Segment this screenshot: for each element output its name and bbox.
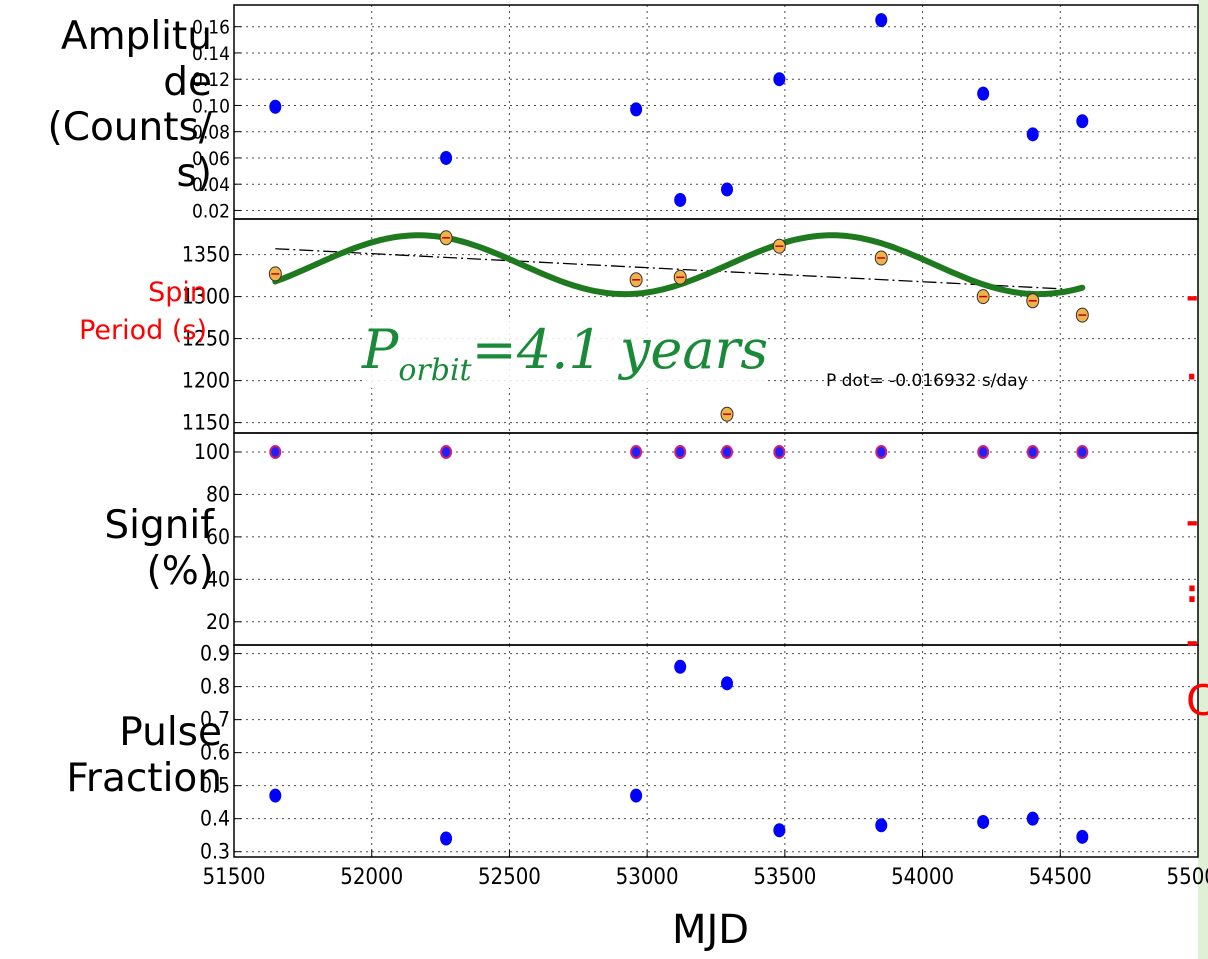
orbit-period-annotation: Porbit=4.1 years — [362, 318, 769, 388]
amplitude-label-line3: (Counts/ — [47, 105, 213, 151]
y-tick-label: 0.3 — [200, 840, 230, 864]
y-tick-label: 0.06 — [192, 148, 230, 170]
panel-frame — [233, 4, 1199, 220]
data-point — [1026, 127, 1039, 142]
data-point — [1026, 444, 1039, 459]
red-dash-fragment-4: : — [1186, 575, 1198, 610]
data-point — [773, 823, 786, 838]
y-tick-label: 0.9 — [200, 642, 230, 666]
y-tick-label: 0.7 — [200, 708, 230, 732]
data-point — [269, 788, 282, 803]
signif-label-line1: Signif — [104, 503, 214, 548]
data-point — [977, 814, 990, 829]
pulse-fraction-axis-label: Pulse Fraction — [0, 710, 222, 801]
x-tick-label: 55000 — [1167, 865, 1208, 890]
y-tick-label: 0.12 — [192, 69, 230, 91]
pf-label-line1: Pulse — [119, 710, 222, 755]
y-tick-label: 1250 — [182, 327, 230, 351]
y-tick-label: 0.10 — [192, 95, 230, 117]
y-tick-label: 0.4 — [200, 807, 230, 831]
y-tick-label: 0.04 — [192, 174, 230, 196]
data-point — [773, 72, 786, 87]
data-point — [630, 788, 643, 803]
pdot-annotation: P dot= -0.016932 s/day — [826, 371, 1028, 391]
y-tick-label: 0.8 — [200, 675, 230, 699]
data-point — [721, 676, 734, 691]
x-tick-label: 52000 — [340, 865, 403, 890]
x-tick-label: 53000 — [616, 865, 679, 890]
data-point — [773, 444, 786, 459]
data-point — [269, 444, 282, 459]
red-dash-fragment-2: · — [1186, 360, 1198, 395]
data-point — [1076, 114, 1089, 129]
y-tick-label: 1150 — [182, 411, 230, 435]
data-point — [875, 444, 888, 459]
signif-axis-label: Signif (%) — [0, 503, 214, 594]
amplitude-label-line4: s) — [176, 150, 212, 196]
data-point — [977, 444, 990, 459]
y-tick-label: 0.14 — [192, 43, 230, 65]
y-tick-label: 1350 — [182, 243, 230, 267]
red-letter-fragment: C — [1186, 676, 1208, 725]
y-tick-label: 0.16 — [192, 17, 230, 39]
data-point — [674, 444, 687, 459]
red-dash-fragment-1: - — [1186, 280, 1199, 315]
y-tick-label: 1200 — [182, 369, 230, 393]
data-point — [674, 192, 687, 207]
data-point — [269, 99, 282, 114]
y-tick-label: 0.5 — [200, 774, 230, 798]
pf-label-line2: Fraction — [66, 755, 222, 801]
signif-label-line2: (%) — [146, 548, 215, 594]
data-point — [630, 102, 643, 117]
data-point — [674, 659, 687, 674]
y-tick-label: 40 — [206, 567, 230, 591]
y-tick-label: 60 — [206, 525, 230, 549]
y-tick-label: 1300 — [182, 285, 230, 309]
data-point — [1076, 829, 1089, 844]
y-tick-label: 0.02 — [192, 200, 230, 222]
data-point — [440, 444, 453, 459]
porbit-subscript: orbit — [398, 352, 472, 388]
amplitude-axis-label: Amplitu de (Counts/ s) — [0, 14, 213, 197]
data-point — [440, 150, 453, 165]
y-tick-label: 0.6 — [200, 741, 230, 765]
spin-period-axis-label: Spin Period (s) — [0, 274, 207, 350]
data-point — [1026, 811, 1039, 826]
data-point — [721, 182, 734, 197]
spin-label-line1: Spin — [148, 277, 207, 308]
y-tick-label: 80 — [206, 482, 230, 506]
data-point — [977, 86, 990, 101]
panel-frame — [233, 432, 1199, 646]
red-dash-fragment-5: - — [1186, 625, 1199, 660]
porbit-value: =4.1 years — [471, 318, 769, 381]
panel-frame — [233, 644, 1199, 858]
side-green-strip — [1198, 0, 1208, 959]
data-point — [721, 444, 734, 459]
y-tick-label: 100 — [194, 440, 230, 464]
data-point — [1076, 444, 1089, 459]
x-tick-label: 54000 — [891, 865, 954, 890]
porbit-symbol: P — [362, 318, 399, 381]
red-dash-fragment-3: - — [1186, 505, 1199, 540]
linear-fit-line — [275, 248, 1083, 291]
data-point — [875, 818, 888, 833]
x-tick-label: 53500 — [753, 865, 816, 890]
sine-fit-curve — [272, 232, 1086, 298]
x-tick-label: 52500 — [478, 865, 541, 890]
data-point — [630, 444, 643, 459]
x-axis-label: MJD — [672, 907, 750, 953]
y-tick-label: 0.08 — [192, 122, 230, 144]
x-tick-label: 54500 — [1029, 865, 1092, 890]
spin-label-line2: Period (s) — [79, 314, 207, 346]
y-tick-label: 20 — [206, 610, 230, 634]
x-tick-label: 51500 — [203, 865, 266, 890]
amplitude-label-line2: de — [163, 59, 212, 105]
amplitude-label-line1: Amplitu — [60, 14, 212, 59]
data-point — [440, 831, 453, 846]
data-point — [875, 13, 888, 28]
